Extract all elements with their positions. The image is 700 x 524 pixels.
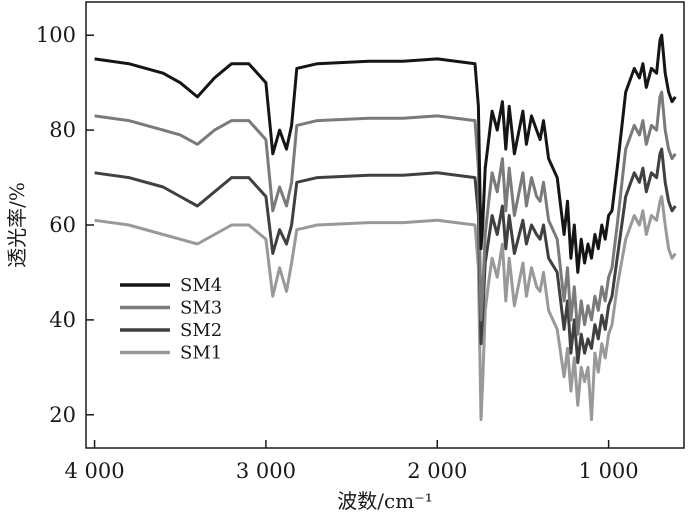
legend-label-sm1: SM1 bbox=[180, 343, 222, 364]
series-line-sm1 bbox=[94, 195, 677, 421]
x-tick-label: 1 000 bbox=[579, 459, 639, 483]
y-tick-label: 60 bbox=[49, 213, 76, 237]
y-axis-title: 透光率/% bbox=[5, 182, 29, 268]
y-tick-label: 80 bbox=[49, 118, 76, 142]
y-axis: 100 80 60 40 20 bbox=[36, 23, 94, 427]
x-axis: 4 000 3 000 2 000 1 000 bbox=[65, 440, 639, 483]
series-layer bbox=[94, 33, 677, 421]
x-tick-label: 4 000 bbox=[65, 459, 125, 483]
legend-label-sm4: SM4 bbox=[180, 275, 222, 296]
x-axis-title: 波数/cm⁻¹ bbox=[337, 489, 432, 513]
legend-label-sm2: SM2 bbox=[180, 320, 222, 341]
y-tick-label: 20 bbox=[49, 403, 76, 427]
y-tick-label: 40 bbox=[49, 308, 76, 332]
y-tick-label: 100 bbox=[36, 23, 76, 47]
series-line-sm2 bbox=[94, 147, 677, 365]
series-line-sm3 bbox=[94, 90, 677, 336]
series-line-sm4 bbox=[94, 33, 677, 274]
x-tick-label: 3 000 bbox=[236, 459, 296, 483]
x-tick-label: 2 000 bbox=[407, 459, 467, 483]
legend-label-sm3: SM3 bbox=[180, 298, 222, 319]
